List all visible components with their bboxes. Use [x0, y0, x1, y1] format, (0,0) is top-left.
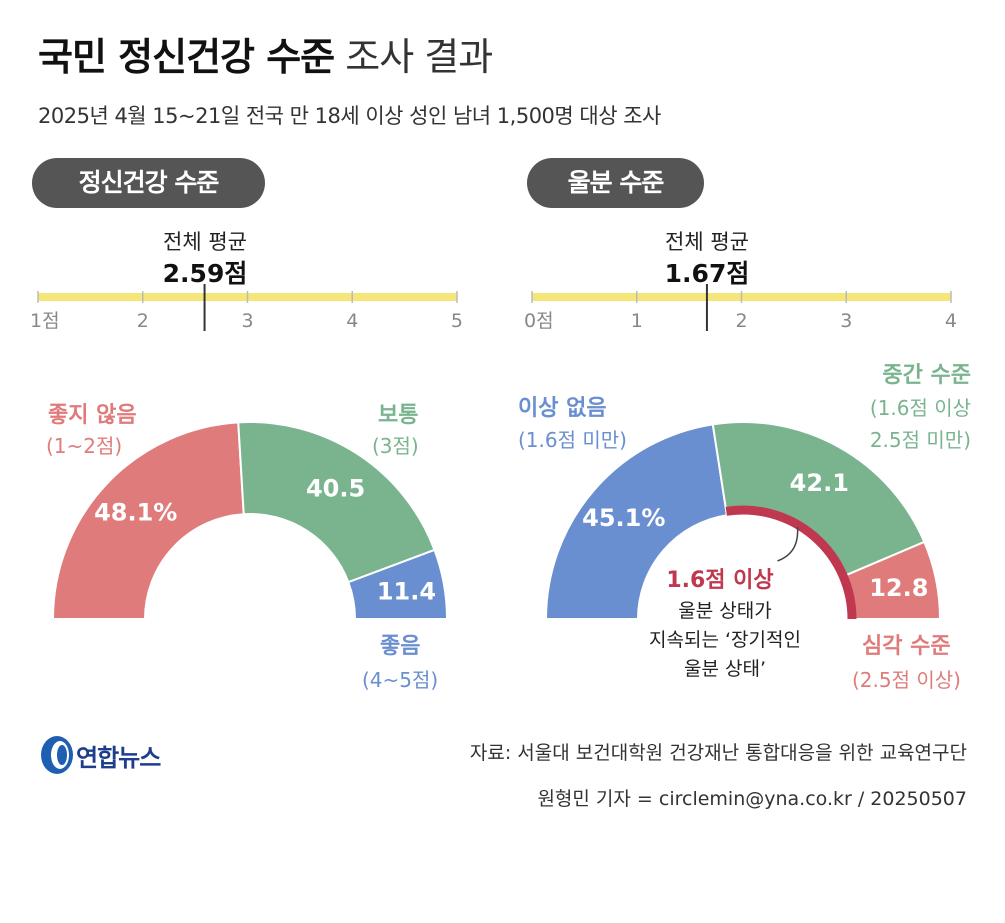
scale-tick-label-1-3: 3: [840, 310, 852, 332]
seg-bad-name: 좋지 않음: [48, 403, 137, 428]
slice-value-0-0: 48.1%: [94, 498, 177, 526]
scale-tick-label-1-0: 0점: [524, 310, 554, 332]
annotation-leader: [777, 526, 799, 562]
slice-value-0-1: 40.5: [306, 474, 365, 502]
seg-none-range: (1.6점 미만): [518, 428, 627, 452]
seg-normal-name: 보통: [378, 403, 419, 428]
scale-tick-label-0-2: 3: [241, 310, 253, 332]
anger-avg-label: 전체 평균: [665, 230, 749, 254]
seg-good-name: 좋음: [380, 634, 421, 659]
seg-mid-name: 중간 수준: [882, 363, 971, 388]
annotation-body: 울분 상태가 지속되는 ‘장기적인 울분 상태’: [620, 597, 830, 684]
seg-none-name: 이상 없음: [518, 396, 607, 421]
slice-value-1-1: 42.1: [790, 469, 849, 497]
title-light: 조사 결과: [345, 35, 493, 79]
seg-severe-range: (2.5점 이상): [852, 668, 961, 692]
annotation-arc: [725, 505, 857, 620]
mental-health-pill: 정신건강 수준: [32, 158, 265, 208]
scale-tick-label-0-1: 2: [137, 310, 149, 332]
seg-normal-range: (3점): [372, 434, 419, 458]
scale-tick-label-0-4: 5: [451, 310, 463, 332]
annotation-title: 1.6점 이상: [666, 568, 774, 593]
seg-mid-range2: 2.5점 미만): [869, 428, 971, 452]
annotation-line-3: 울분 상태’: [684, 658, 766, 680]
title-bold: 국민 정신건강 수준: [38, 35, 335, 79]
seg-bad-range: (1~2점): [46, 434, 123, 458]
donut-slice-0-1: [237, 421, 436, 584]
anger-avg-value: 1.67점: [664, 259, 750, 288]
slice-value-1-0: 45.1%: [582, 504, 665, 532]
slice-value-1-2: 12.8: [869, 574, 928, 602]
mental-avg-label: 전체 평균: [163, 230, 247, 254]
donut-slice-1-0: [544, 423, 729, 620]
donut-slice-0-0: [51, 421, 245, 620]
slice-value-0-2: 11.4: [377, 578, 436, 606]
annotation-line-1: 울분 상태가: [678, 600, 772, 622]
scale-tick-label-1-2: 2: [735, 310, 747, 332]
seg-mid-range: (1.6점 이상: [869, 396, 971, 420]
mental-avg-value: 2.59점: [162, 259, 248, 288]
annotation-line-2: 지속되는 ‘장기적인: [649, 629, 801, 651]
source-text: 자료: 서울대 보건대학원 건강재난 통합대응을 위한 교육연구단: [469, 742, 967, 764]
yonhap-logo-text: 연합뉴스: [76, 744, 161, 772]
donut-slice-0-2: [347, 548, 449, 620]
scale-tick-label-0-3: 4: [346, 310, 358, 332]
scale-tick-label-0-0: 1점: [30, 310, 60, 332]
scale-tick-label-1-1: 1: [631, 310, 643, 332]
seg-severe-name: 심각 수준: [862, 634, 951, 659]
reporter-text: 원형민 기자 = circlemin@yna.co.kr / 20250507: [537, 788, 967, 810]
seg-good-range: (4~5점): [362, 668, 439, 692]
scale-tick-label-1-4: 4: [945, 310, 957, 332]
anger-pill: 울분 수준: [527, 158, 704, 208]
yonhap-logo-icon: [41, 736, 73, 774]
page-title: 국민 정신건강 수준 조사 결과: [38, 26, 493, 81]
page-subtitle: 2025년 4월 15~21일 전국 만 18세 이상 성인 남녀 1,500명…: [38, 104, 661, 128]
